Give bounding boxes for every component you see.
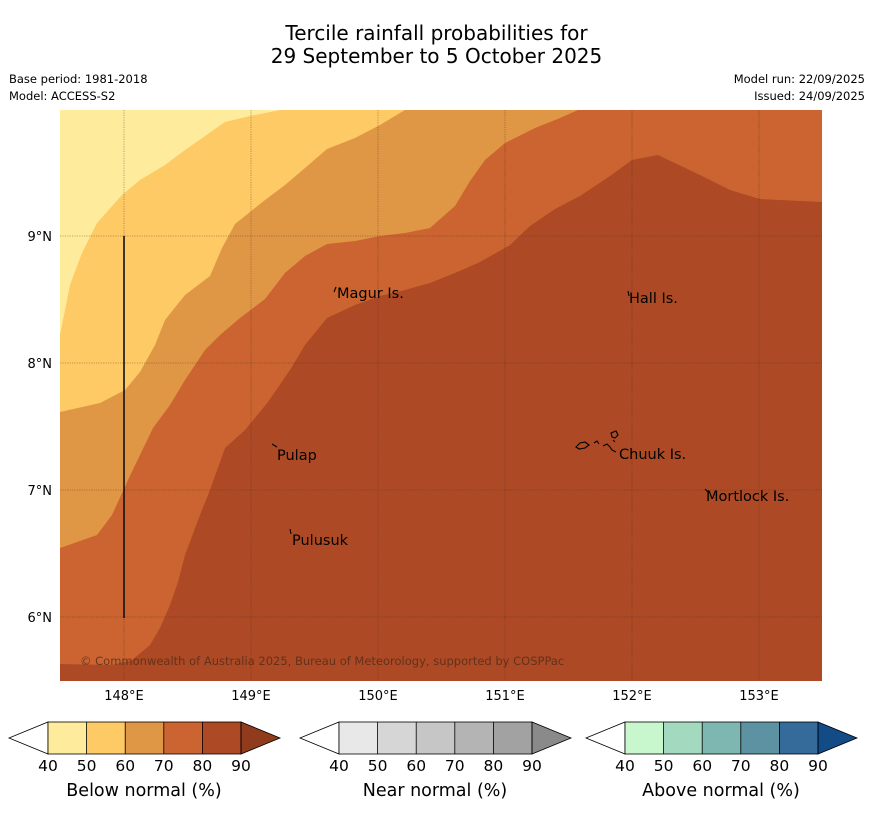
lat-tick-7n: 7°N — [28, 484, 53, 499]
near-bin-40-50 — [339, 722, 378, 754]
near-tick-70: 70 — [445, 757, 465, 775]
near-bin-80-90 — [493, 722, 532, 754]
colorbar-below: 40 50 60 70 80 90 — [7, 721, 282, 775]
above-tick-60: 60 — [692, 757, 712, 775]
title-line-1: Tercile rainfall probabilities for — [285, 21, 588, 45]
near-tick-60: 60 — [406, 757, 426, 775]
lon-tick-150e: 150°E — [358, 689, 398, 704]
lat-tick-labels: 9°N 8°N 7°N 6°N — [28, 230, 53, 626]
place-labels: Magur Is. Hall Is. Pulap Chuuk Is. Mortl… — [277, 286, 789, 549]
island-pulusuk — [289, 528, 292, 535]
label-chuuk: Chuuk Is. — [619, 447, 686, 463]
above-tick-40: 40 — [615, 757, 635, 775]
below-dividers — [86, 722, 203, 754]
lon-tick-148e: 148°E — [104, 689, 144, 704]
above-tick-90: 90 — [808, 757, 828, 775]
base-period: Base period: 1981-2018 — [9, 72, 148, 86]
above-tick-70: 70 — [731, 757, 751, 775]
lon-tick-labels: 148°E 149°E 150°E 151°E 152°E 153°E — [104, 689, 779, 704]
lon-tick-149e: 149°E — [231, 689, 271, 704]
above-over-triangle — [817, 721, 859, 755]
below-over-triangle — [240, 721, 282, 755]
lon-tick-152e: 152°E — [612, 689, 652, 704]
above-bin-70-80 — [740, 722, 780, 754]
above-under-triangle — [584, 721, 626, 755]
label-hall: Hall Is. — [629, 291, 678, 307]
colorbar-below-label: Below normal (%) — [66, 781, 222, 801]
below-tick-40: 40 — [38, 757, 58, 775]
colorbar-near: 40 50 60 70 80 90 — [298, 721, 573, 775]
island-chuuk-lagoon — [575, 430, 619, 453]
lon-tick-153e: 153°E — [739, 689, 779, 704]
copyright-notice: © Commonwealth of Australia 2025, Bureau… — [80, 654, 564, 668]
colorbar-near-label: Near normal (%) — [362, 781, 508, 801]
probability-contours — [60, 110, 822, 681]
above-bin-40-50 — [625, 722, 664, 754]
title-line-2: 29 September to 5 October 2025 — [270, 44, 603, 68]
island-mortlock — [704, 488, 709, 493]
near-over-triangle — [531, 721, 573, 755]
near-tick-90: 90 — [522, 757, 542, 775]
model-run: Model run: 22/09/2025 — [733, 72, 865, 86]
chart-title: Tercile rainfall probabilities for 29 Se… — [0, 22, 873, 68]
near-tick-50: 50 — [368, 757, 388, 775]
near-tick-labels: 40 50 60 70 80 90 — [329, 757, 542, 775]
below-tick-60: 60 — [115, 757, 135, 775]
info-right: Model run: 22/09/2025 Issued: 24/09/2025 — [734, 71, 865, 105]
label-pulusuk: Pulusuk — [292, 533, 349, 549]
island-hall — [627, 290, 630, 297]
above-dividers — [663, 722, 780, 754]
issued-date: Issued: 24/09/2025 — [754, 89, 865, 103]
below-bin-50-60 — [86, 722, 126, 754]
below-tick-70: 70 — [154, 757, 174, 775]
above-bin-80-90 — [779, 722, 818, 754]
near-dividers — [377, 722, 494, 754]
above-frame — [624, 721, 819, 755]
near-bin-70-80 — [454, 722, 494, 754]
lat-tick-8n: 8°N — [28, 357, 53, 372]
region-below-50-60 — [60, 110, 405, 412]
below-bin-40-50 — [48, 722, 87, 754]
above-tick-80: 80 — [770, 757, 790, 775]
model-name: Model: ACCESS-S2 — [9, 89, 116, 103]
lat-tick-9n: 9°N — [28, 230, 53, 245]
islands — [271, 286, 709, 535]
info-left: Base period: 1981-2018 Model: ACCESS-S2 — [9, 71, 148, 105]
colorbar-above-label: Above normal (%) — [642, 781, 800, 801]
below-tick-labels: 40 50 60 70 80 90 — [38, 757, 251, 775]
near-bin-60-70 — [416, 722, 455, 754]
island-magur — [333, 286, 337, 293]
colorbar-above: 40 50 60 70 80 90 — [584, 721, 859, 775]
below-bin-70-80 — [163, 722, 203, 754]
below-bin-60-70 — [125, 722, 164, 754]
lat-tick-6n: 6°N — [28, 611, 53, 626]
below-tick-90: 90 — [231, 757, 251, 775]
near-tick-40: 40 — [329, 757, 349, 775]
lon-tick-151e: 151°E — [485, 689, 525, 704]
below-under-triangle — [7, 721, 49, 755]
below-frame — [47, 721, 242, 755]
above-bin-50-60 — [663, 722, 703, 754]
label-magur: Magur Is. — [337, 286, 404, 302]
above-tick-labels: 40 50 60 70 80 90 — [615, 757, 828, 775]
label-pulap: Pulap — [277, 448, 317, 464]
near-bin-50-60 — [377, 722, 417, 754]
below-tick-80: 80 — [193, 757, 213, 775]
near-frame — [338, 721, 533, 755]
near-under-triangle — [298, 721, 340, 755]
near-tick-80: 80 — [484, 757, 504, 775]
below-bin-80-90 — [202, 722, 241, 754]
above-tick-50: 50 — [654, 757, 674, 775]
label-mortlock: Mortlock Is. — [706, 489, 789, 505]
region-below-40-50 — [60, 110, 280, 335]
above-bin-60-70 — [702, 722, 741, 754]
below-tick-50: 50 — [77, 757, 97, 775]
island-pulap — [271, 443, 278, 448]
